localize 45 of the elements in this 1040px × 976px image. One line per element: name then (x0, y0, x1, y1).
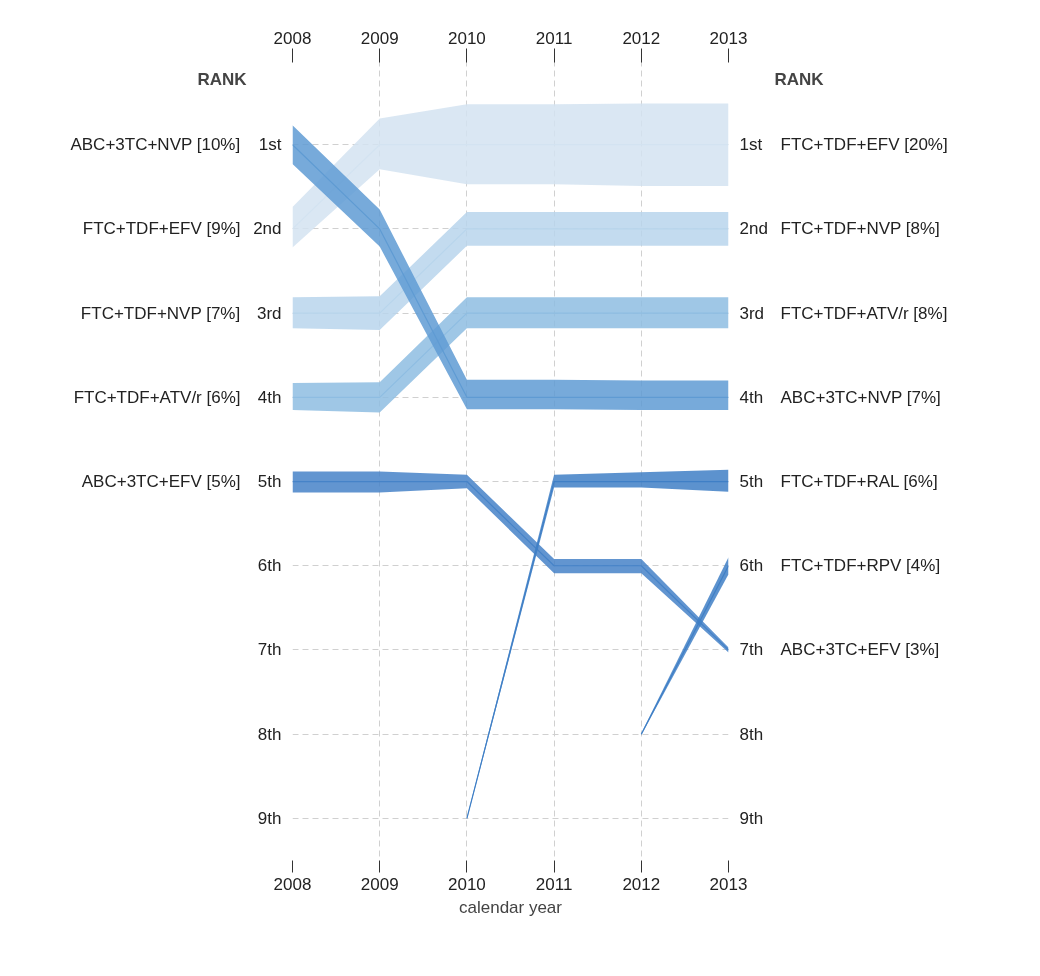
text: FTC+TDF+ATV/r [6%] (73, 387, 241, 407)
y-tick-label: 5th (257, 472, 282, 492)
text: FTC+TDF+NVP [7%] (80, 303, 241, 323)
y-tick-label: 6th (257, 556, 282, 576)
text: FTC+TDF+EFV [9%] (82, 219, 241, 239)
x-tick-label: 2013 (709, 28, 748, 48)
y-tick-label: 3rd (256, 303, 282, 323)
x-tick-label: 2009 (360, 28, 399, 48)
text: ABC+3TC+NVP [10%] (70, 135, 241, 155)
y2-tick-label: 9th (739, 808, 764, 828)
text: ABC+3TC+NVP [7%] (780, 387, 941, 407)
x-tick-label: 2011 (535, 28, 573, 48)
text: FTC+TDF+RPV [4%] (780, 556, 941, 576)
text: ABC+3TC+EFV [5%] (81, 472, 241, 492)
x-tick-label: 2008 (273, 28, 312, 48)
y2-tick-label: 7th (739, 640, 764, 660)
y-tick-label: 4th (257, 387, 282, 407)
text: FTC+TDF+EFV [20%] (780, 135, 948, 155)
text: RANK (197, 69, 248, 89)
x2-tick-label: 2008 (273, 874, 312, 894)
y2-tick-label: 2nd (739, 219, 768, 239)
text: FTC+TDF+NVP [8%] (780, 219, 940, 239)
x-axis-title: calendar year (459, 897, 563, 917)
y-tick-label: 1st (258, 135, 282, 155)
text: FTC+TDF+RAL [6%] (780, 472, 938, 492)
x2-tick-label: 2013 (709, 874, 748, 894)
text: ABC+3TC+EFV [3%] (780, 640, 940, 660)
x-tick-label: 2010 (447, 28, 486, 48)
text: RANK (774, 69, 825, 89)
y-tick-label: 7th (257, 640, 282, 660)
x2-tick-label: 2012 (622, 874, 661, 894)
x2-tick-label: 2010 (447, 874, 486, 894)
y2-tick-label: 4th (739, 387, 764, 407)
text: FTC+TDF+ATV/r [8%] (780, 303, 948, 323)
x2-tick-label: 2011 (535, 874, 573, 894)
y2-tick-label: 5th (739, 472, 764, 492)
x-tick-label: 2012 (622, 28, 661, 48)
y2-tick-label: 3rd (739, 303, 765, 323)
y-tick-label: 2nd (253, 219, 282, 239)
x2-tick-label: 2009 (360, 874, 399, 894)
y2-tick-label: 1st (739, 135, 763, 155)
y-tick-label: 8th (257, 724, 282, 744)
y-tick-label: 9th (257, 808, 282, 828)
y2-tick-label: 8th (739, 724, 764, 744)
y2-tick-label: 6th (739, 556, 764, 576)
